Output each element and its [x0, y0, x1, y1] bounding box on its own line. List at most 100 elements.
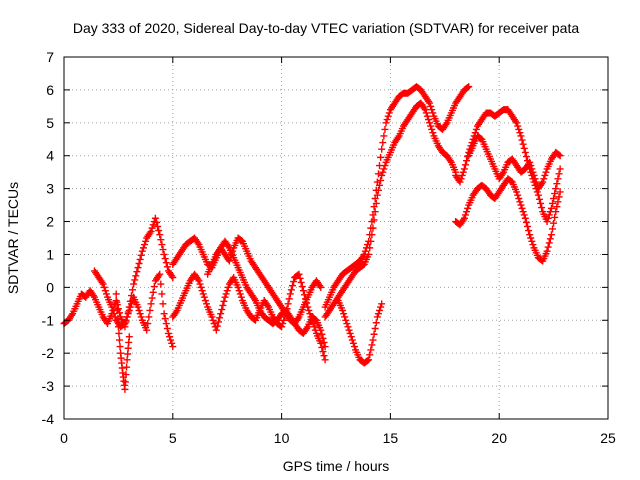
data-point [318, 330, 326, 338]
y-tick-label: 1 [46, 246, 54, 262]
data-point [164, 329, 172, 337]
data-point [168, 339, 176, 347]
data-point [125, 333, 133, 341]
data-point [526, 158, 534, 166]
data-point [132, 272, 140, 280]
data-point [424, 116, 432, 124]
data-point [307, 313, 315, 321]
data-point [543, 247, 551, 255]
data-point [156, 231, 164, 239]
series-track-g [321, 83, 473, 311]
data-point [122, 371, 130, 379]
data-point [311, 326, 319, 334]
y-tick-label: -2 [42, 345, 55, 361]
data-point [214, 318, 222, 326]
data-point [340, 310, 348, 318]
data-point [148, 224, 156, 232]
data-point [310, 323, 318, 331]
data-point [114, 305, 122, 313]
data-point [368, 341, 376, 349]
data-point [212, 326, 220, 334]
axis-ticks [63, 56, 609, 420]
data-point [553, 203, 561, 211]
data-point [374, 170, 382, 178]
data-point [123, 313, 131, 321]
data-point [513, 119, 521, 127]
data-point [280, 316, 288, 324]
data-point [373, 313, 381, 321]
y-tick-label: 5 [46, 115, 54, 131]
data-point [515, 195, 523, 203]
data-point [160, 250, 168, 258]
data-point [535, 195, 543, 203]
data-point [115, 336, 123, 344]
data-point [365, 356, 373, 364]
data-point [526, 231, 534, 239]
data-point [525, 227, 533, 235]
data-point [456, 178, 464, 186]
data-point [429, 109, 437, 117]
data-point [161, 255, 169, 263]
data-point [370, 330, 378, 338]
data-point [200, 293, 208, 301]
data-point [461, 161, 469, 169]
data-point [426, 99, 434, 107]
data-point [369, 336, 377, 344]
data-point [531, 175, 539, 183]
data-point [428, 106, 436, 114]
data-point [519, 208, 527, 216]
data-point [169, 343, 177, 351]
series-track-k [452, 175, 564, 265]
data-point [121, 320, 129, 328]
data-point [134, 303, 142, 311]
y-tick-labels: -4 -3 -2 -1 0 1 2 3 4 5 6 7 [42, 49, 55, 427]
data-point [460, 165, 468, 173]
data-point [520, 211, 528, 219]
data-point [222, 290, 230, 298]
data-point [463, 157, 471, 165]
data-point [556, 152, 564, 160]
data-point [514, 191, 522, 199]
data-point [517, 201, 525, 209]
data-point [135, 260, 143, 268]
data-point [421, 106, 429, 114]
data-point [537, 199, 545, 207]
data-point [373, 191, 381, 199]
data-point [545, 211, 553, 219]
data-point [122, 316, 130, 324]
data-point [540, 175, 548, 183]
data-point [157, 236, 165, 244]
data-point [382, 119, 390, 127]
data-point [380, 132, 388, 140]
data-point [137, 313, 145, 321]
data-point [162, 259, 170, 267]
data-point [154, 222, 162, 230]
data-point [320, 338, 328, 346]
data-point [108, 303, 116, 311]
data-point [366, 244, 374, 252]
data-point [545, 239, 553, 247]
data-point [298, 283, 306, 291]
y-axis-title: SDTVAR / TECUs [5, 182, 21, 294]
data-point [514, 122, 522, 130]
x-tick-label: 25 [600, 430, 616, 446]
data-point [553, 180, 561, 188]
data-point [376, 181, 384, 189]
data-point [126, 303, 134, 311]
data-point [520, 144, 528, 152]
data-point [209, 316, 217, 324]
data-point [423, 112, 431, 120]
x-tick-label: 10 [274, 430, 290, 446]
data-point [350, 343, 358, 351]
data-point [379, 139, 387, 147]
data-point [284, 300, 292, 308]
data-point [159, 246, 167, 254]
data-point [347, 333, 355, 341]
data-point [216, 314, 224, 322]
data-point [152, 218, 160, 226]
data-point [224, 283, 232, 291]
data-point [133, 268, 141, 276]
data-point [518, 136, 526, 144]
data-point [150, 283, 158, 291]
